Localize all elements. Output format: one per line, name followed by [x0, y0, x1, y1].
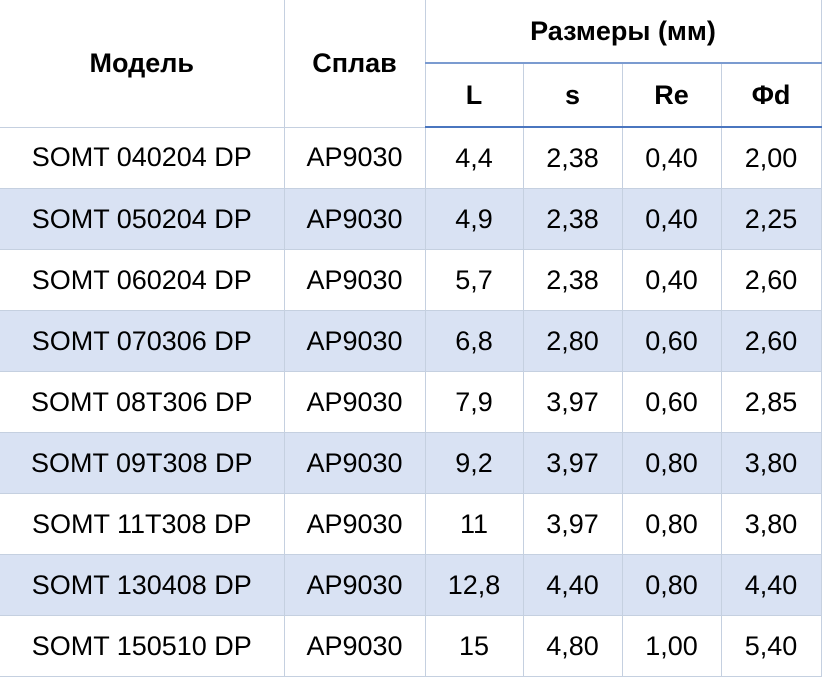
table-cell: 2,00: [720, 126, 822, 189]
table-cell: SOMT 040204 DP: [0, 126, 285, 189]
table-cell: 0,80: [621, 554, 722, 616]
header-cell: s: [522, 62, 623, 128]
table-row: SOMT 150510 DP AP9030 15 4,80 1,00 5,40: [0, 615, 822, 677]
table-cell: SOMT 150510 DP: [0, 615, 285, 677]
table-cell: 9,2: [424, 432, 524, 494]
table-row: SOMT 08T306 DP AP9030 7,9 3,97 0,60 2,85: [0, 371, 822, 433]
table-cell: 1,00: [621, 615, 722, 677]
table-cell: 0,40: [621, 188, 722, 250]
table-cell: 4,80: [522, 615, 623, 677]
table-cell: 0,40: [621, 249, 722, 311]
table-cell: SOMT 050204 DP: [0, 188, 285, 250]
table-cell: 2,38: [522, 249, 623, 311]
table-cell: 0,80: [621, 493, 722, 555]
table-cell: AP9030: [283, 432, 426, 494]
table-cell: 2,38: [522, 188, 623, 250]
table-cell: 6,8: [424, 310, 524, 372]
table-cell: 12,8: [424, 554, 524, 616]
table-cell: 3,97: [522, 371, 623, 433]
header-cell: Сплав: [283, 0, 426, 128]
header-cell: Re: [621, 62, 722, 128]
table-cell: SOMT 09T308 DP: [0, 432, 285, 494]
table-cell: 4,4: [424, 126, 524, 189]
table-cell: SOMT 130408 DP: [0, 554, 285, 616]
table-cell: SOMT 11T308 DP: [0, 493, 285, 555]
table-row: SOMT 060204 DP AP9030 5,7 2,38 0,40 2,60: [0, 249, 822, 311]
table-cell: 4,40: [720, 554, 822, 616]
table-cell: 15: [424, 615, 524, 677]
table-cell: 11: [424, 493, 524, 555]
table-cell: 2,60: [720, 310, 822, 372]
table-cell: AP9030: [283, 554, 426, 616]
table-cell: 3,97: [522, 432, 623, 494]
table-cell: AP9030: [283, 188, 426, 250]
header-cell: L: [425, 62, 524, 128]
table-cell: AP9030: [283, 615, 426, 677]
table-row: SOMT 050204 DP AP9030 4,9 2,38 0,40 2,25: [0, 188, 822, 250]
table-cell: 2,25: [720, 188, 822, 250]
table-cell: 7,9: [424, 371, 524, 433]
header-row: Модель Сплав Размеры (мм): [0, 0, 822, 128]
table-cell: 0,40: [621, 126, 722, 189]
table-cell: 5,7: [424, 249, 524, 311]
table-cell: AP9030: [283, 371, 426, 433]
table-cell: 3,80: [720, 493, 822, 555]
table-cell: 2,80: [522, 310, 623, 372]
table-cell: SOMT 070306 DP: [0, 310, 285, 372]
table-cell: 2,38: [522, 126, 623, 189]
header-cell: Φd: [720, 62, 822, 128]
table-row: SOMT 070306 DP AP9030 6,8 2,80 0,60 2,60: [0, 310, 822, 372]
table-row: SOMT 130408 DP AP9030 12,8 4,40 0,80 4,40: [0, 554, 822, 616]
table-row: SOMT 09T308 DP AP9030 9,2 3,97 0,80 3,80: [0, 432, 822, 494]
table-cell: 2,85: [720, 371, 822, 433]
table-row: SOMT 11T308 DP AP9030 11 3,97 0,80 3,80: [0, 493, 822, 555]
table-cell: AP9030: [283, 249, 426, 311]
table-cell: AP9030: [283, 493, 426, 555]
table-cell: SOMT 08T306 DP: [0, 371, 285, 433]
table-cell: 4,40: [522, 554, 623, 616]
header-cell: Модель: [0, 0, 285, 128]
table-cell: SOMT 060204 DP: [0, 249, 285, 311]
table-cell: AP9030: [283, 126, 426, 189]
header-cell: Размеры (мм): [424, 0, 822, 64]
table-cell: 0,60: [621, 310, 722, 372]
table-cell: 3,80: [720, 432, 822, 494]
table-cell: 0,80: [621, 432, 722, 494]
table-cell: 0,60: [621, 371, 722, 433]
table-cell: 2,60: [720, 249, 822, 311]
table-cell: AP9030: [283, 310, 426, 372]
table-row: SOMT 040204 DP AP9030 4,4 2,38 0,40 2,00: [0, 126, 822, 189]
table-cell: 5,40: [720, 615, 822, 677]
table-cell: 3,97: [522, 493, 623, 555]
table-cell: 4,9: [424, 188, 524, 250]
